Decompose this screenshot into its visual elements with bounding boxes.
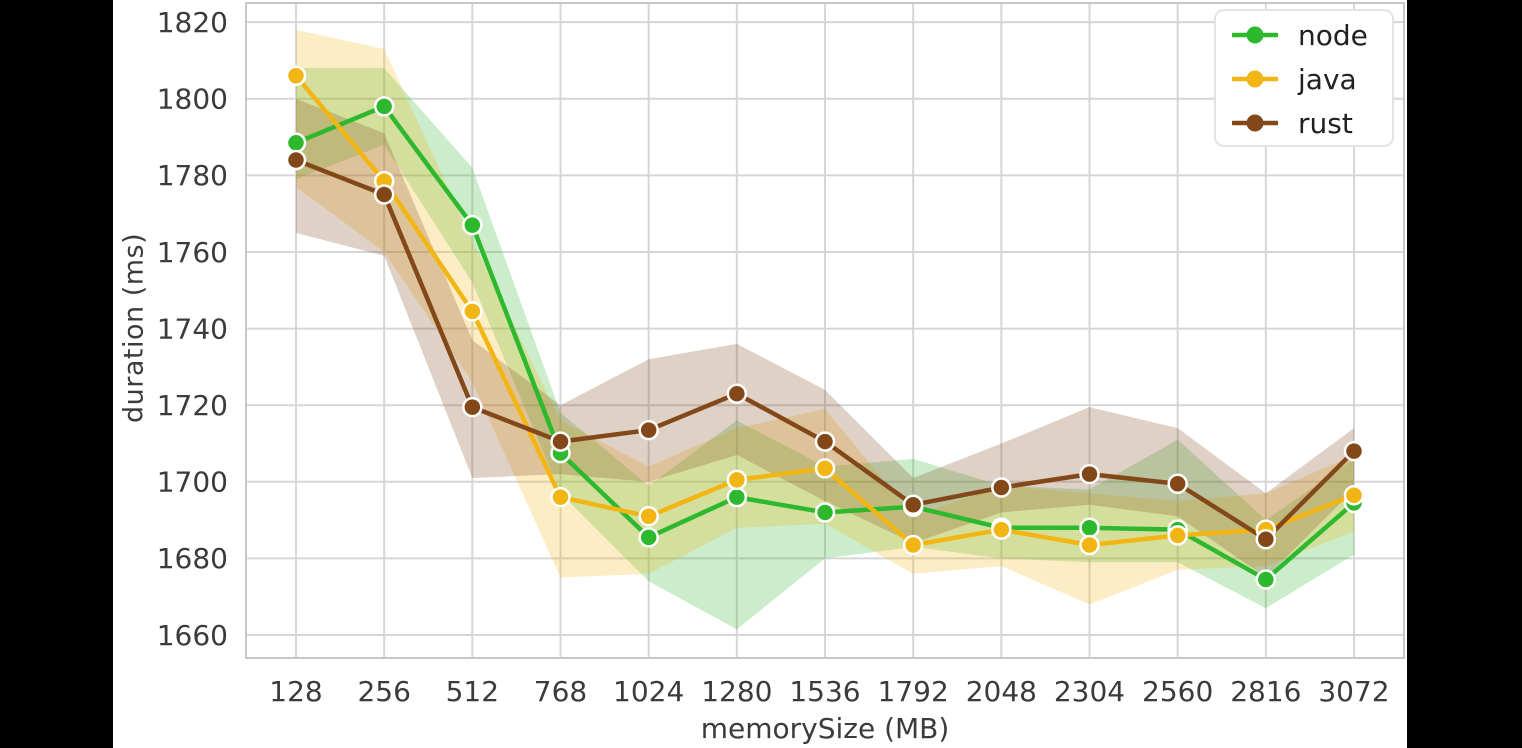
x-tick-label: 256 [357, 675, 410, 708]
java-marker [550, 486, 571, 508]
y-tick-label: 1680 [157, 542, 228, 575]
x-tick-label: 2560 [1142, 675, 1213, 708]
x-axis-label: memorySize (MB) [700, 712, 950, 745]
rust-marker [902, 494, 924, 516]
legend-marker-dot [1246, 114, 1264, 132]
java-marker [1167, 525, 1188, 546]
y-tick-label: 1740 [157, 312, 228, 345]
plot-border [245, 2, 1405, 659]
x-tick-label: 128 [269, 675, 322, 708]
x-tick-label: 1280 [701, 675, 772, 708]
rust-marker [991, 477, 1012, 498]
legend-item-java: java [1232, 58, 1392, 100]
node-marker [373, 96, 395, 117]
legend-marker-rust [1232, 114, 1278, 132]
java-marker [902, 534, 924, 556]
x-tick-label: 3072 [1318, 675, 1389, 708]
node-marker [726, 486, 748, 508]
y-tick-label: 1820 [157, 6, 228, 39]
legend-item-node: node [1232, 14, 1392, 56]
rust-marker [1167, 473, 1188, 494]
rust-marker [814, 431, 836, 452]
x-tick-label: 1536 [789, 675, 860, 708]
java-marker [638, 506, 659, 527]
rust-marker [726, 383, 748, 404]
y-tick-label: 1720 [157, 389, 228, 422]
rust-marker [462, 396, 483, 418]
legend-label-rust: rust [1298, 106, 1353, 140]
node-marker [814, 502, 836, 523]
x-tick-label: 2816 [1230, 675, 1301, 708]
java-marker [285, 65, 307, 87]
y-tick-label: 1700 [157, 466, 228, 499]
rust-marker [373, 184, 395, 205]
java-marker [1343, 484, 1365, 506]
legend-marker-node [1232, 26, 1278, 44]
node-marker [1079, 517, 1100, 539]
x-tick-label: 1024 [613, 675, 684, 708]
legend-marker-dot [1246, 26, 1264, 44]
node-marker [1255, 569, 1277, 590]
node-marker [462, 214, 483, 236]
x-tick-label: 768 [534, 675, 587, 708]
java-marker [1079, 534, 1100, 556]
legend-label-java: java [1298, 62, 1357, 96]
rust-marker [285, 149, 307, 171]
y-axis-label: duration (ms) [118, 232, 150, 424]
legend-marker-java [1232, 70, 1278, 88]
chart-canvas: 1660 1680 1700 1720 1740 1760 1780 1800 1820 128 2… [113, 0, 1407, 748]
rust-marker [1079, 463, 1100, 485]
rust-marker [1255, 529, 1277, 550]
java-marker [462, 301, 483, 322]
y-tick-label: 1780 [157, 159, 228, 192]
x-tick-label: 2048 [966, 675, 1037, 708]
legend-marker-dot [1246, 70, 1264, 88]
java-marker [814, 458, 836, 479]
chart-legend: node java rust [1214, 9, 1394, 147]
y-tick-label: 1800 [157, 83, 228, 116]
node-marker [285, 132, 307, 154]
x-tick-label: 2304 [1054, 675, 1125, 708]
rust-marker [638, 419, 659, 441]
java-marker [991, 519, 1012, 540]
legend-item-rust: rust [1232, 102, 1392, 144]
rust-marker [1343, 440, 1365, 462]
y-tick-label: 1660 [157, 619, 228, 652]
legend-label-node: node [1298, 18, 1368, 52]
node-marker [638, 527, 659, 548]
x-tick-label: 1792 [878, 675, 949, 708]
rust-marker [550, 431, 571, 452]
java-marker [726, 469, 748, 491]
y-tick-label: 1760 [157, 236, 228, 269]
line-chart: 1660 1680 1700 1720 1740 1760 1780 1800 1820 128 2… [157, 2, 1405, 708]
x-tick-label: 512 [446, 675, 499, 708]
